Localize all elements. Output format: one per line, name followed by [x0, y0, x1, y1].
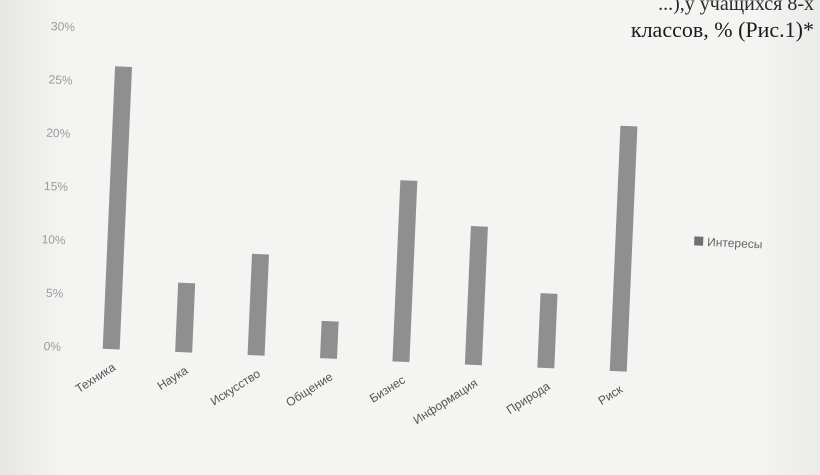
bar-Природа [537, 293, 558, 369]
x-tick-label: Наука [155, 363, 191, 393]
caption-line-2: классов, % (Рис.1)* [630, 17, 814, 42]
y-tick-label: 25% [48, 72, 73, 87]
bar-Информация [464, 225, 488, 366]
y-axis: 0% 5% 10% 15% 20% 25% 30% [41, 19, 76, 354]
x-tick-label: Природа [504, 379, 553, 417]
x-axis: Техника Наука Искусство Общение Бизнес Информ… [73, 360, 626, 427]
bar-Искусство [247, 253, 269, 356]
y-tick-label: 20% [46, 126, 71, 141]
legend-marker [694, 236, 704, 246]
plot-area: 0% 5% 10% 15% 20% 25% 30% Техника Наука Искусств… [41, 19, 763, 427]
legend-label: Интересы [707, 235, 763, 251]
y-tick-label: 15% [44, 179, 69, 194]
bars [102, 66, 638, 372]
y-tick-label: 5% [46, 286, 64, 301]
y-tick-label: 0% [43, 339, 61, 354]
y-tick-label: 30% [51, 19, 76, 34]
y-tick-label: 10% [41, 232, 66, 247]
x-tick-label: Общение [283, 369, 335, 409]
figure-caption: ...),у учащихся 8-х классов, % (Рис.1)* [631, 0, 814, 42]
x-tick-label: Техника [73, 360, 118, 396]
x-tick-label: Искусство [208, 366, 263, 408]
legend: Интересы [694, 235, 763, 251]
caption-line-1: ...),у учащихся 8-х [658, 0, 814, 15]
bar-Бизнес [392, 180, 418, 363]
bar-Общение [320, 320, 339, 359]
x-tick-label: Бизнес [367, 373, 408, 406]
bar-Риск [609, 125, 638, 372]
bar-Техника [102, 66, 133, 350]
x-tick-label: Информация [411, 376, 480, 427]
bar-Наука [175, 282, 196, 353]
x-tick-label: Риск [596, 382, 626, 408]
